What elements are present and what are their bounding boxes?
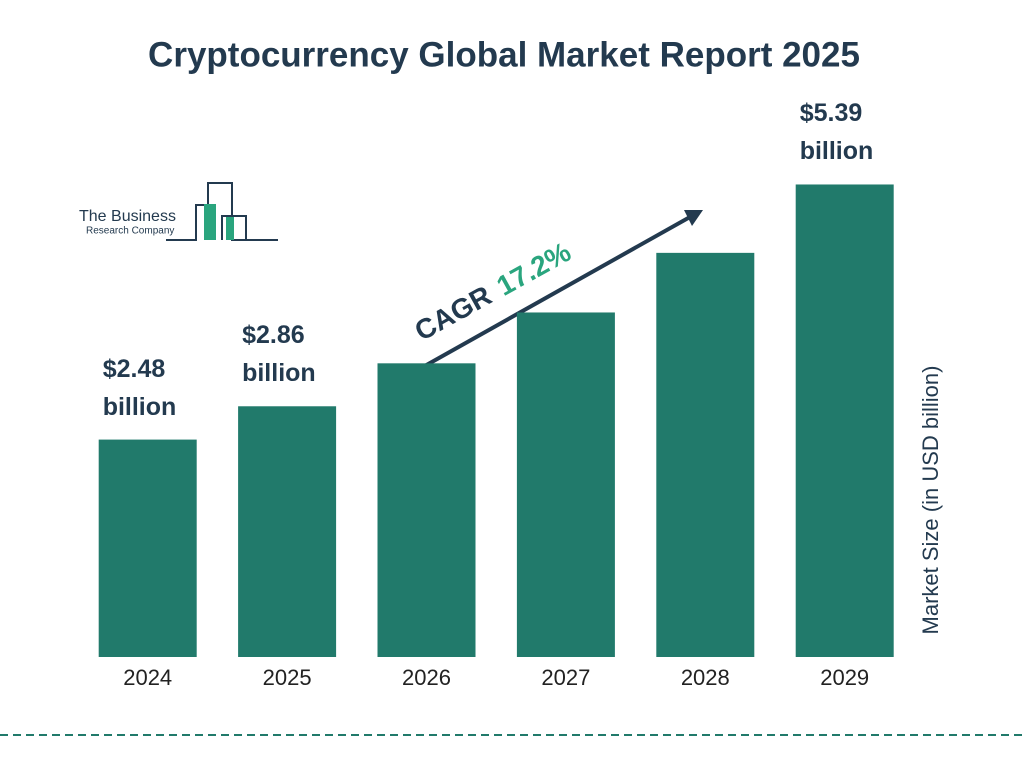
cagr-label: CAGR <box>409 280 496 347</box>
x-tick-label: 2027 <box>541 665 590 690</box>
bar <box>98 439 197 657</box>
y-axis-label: Market Size (in USD billion) <box>918 366 943 635</box>
x-tick-label: 2025 <box>263 665 312 690</box>
bar <box>656 252 755 657</box>
bar <box>516 312 615 657</box>
cagr-value: 17.2% <box>491 236 576 302</box>
logo-line1: The Business <box>79 208 176 225</box>
x-tick-label: 2026 <box>402 665 451 690</box>
bar <box>238 406 337 657</box>
x-tick-label: 2028 <box>681 665 730 690</box>
logo: The Business Research Company <box>79 182 278 241</box>
x-tick-label: 2029 <box>820 665 869 690</box>
x-tick-label: 2024 <box>123 665 172 690</box>
bar <box>795 184 894 657</box>
bar <box>377 363 476 657</box>
value-label: $2.86 billion <box>242 321 316 388</box>
value-label: $5.39 billion <box>799 99 874 166</box>
chart-title: Cryptocurrency Global Market Report 2025 <box>148 35 860 74</box>
logo-line2: Research Company <box>86 226 174 237</box>
value-label: $2.48 billion <box>102 354 177 421</box>
